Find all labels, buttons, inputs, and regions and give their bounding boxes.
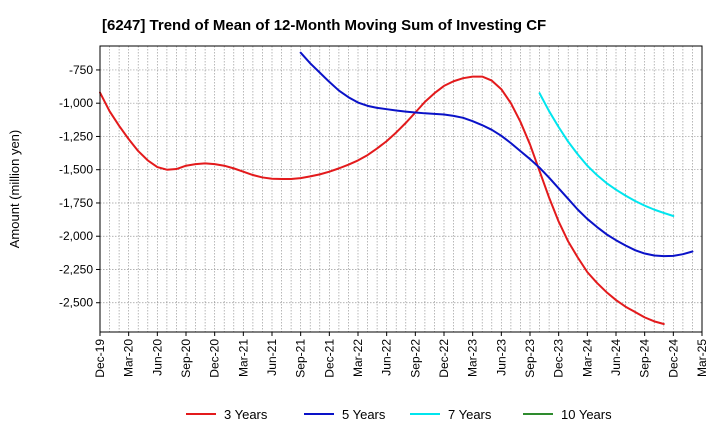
series-lines (99, 51, 694, 326)
y-tick-label: -2,500 (59, 296, 93, 310)
x-tick-label: Dec-22 (437, 339, 451, 378)
chart-title: [6247] Trend of Mean of 12-Month Moving … (102, 17, 546, 34)
x-tick-label: Mar-20 (122, 339, 136, 377)
x-tick-label: Jun-23 (494, 339, 508, 376)
y-axis-label: Amount (million yen) (7, 130, 22, 249)
y-tick-label: -2,250 (59, 262, 93, 276)
x-tick-label: Mar-22 (351, 339, 365, 377)
plot-area (100, 46, 702, 332)
grid (100, 46, 702, 332)
x-tick-label: Dec-19 (93, 339, 107, 378)
x-tick-label: Mar-23 (466, 339, 480, 377)
series-line-7-years (538, 92, 675, 217)
legend-label: 5 Years (342, 407, 386, 422)
legend: 3 Years 5 Years 7 Years 10 Years (186, 407, 612, 422)
y-tick-label: -1,000 (59, 96, 93, 110)
legend-label: 7 Years (448, 407, 492, 422)
x-tick-label: Jun-22 (380, 339, 394, 376)
y-tick-label: -2,000 (59, 229, 93, 243)
x-tick-label: Mar-25 (695, 339, 709, 377)
y-tick-label: -1,750 (59, 196, 93, 210)
plot-border (99, 45, 703, 333)
x-tick-label: Sep-24 (638, 339, 652, 378)
y-tick-label: -1,500 (59, 163, 93, 177)
series-line-3-years (99, 75, 665, 326)
x-tick-label: Dec-21 (322, 339, 336, 378)
legend-label: 10 Years (561, 407, 612, 422)
x-tick-label: Dec-23 (552, 339, 566, 378)
y-tick-label: -750 (69, 63, 93, 77)
x-axis: Dec-19 Mar-20 Jun-20 Sep-20 Dec-20 Mar-21 Jun-… (93, 332, 709, 378)
x-tick-label: Dec-24 (666, 339, 680, 378)
x-tick-label: Jun-24 (609, 339, 623, 376)
y-axis: -750 -1,000 -1,250 -1,500 -1,750 -2,000 -2,250… (59, 63, 100, 310)
x-tick-label: Sep-23 (523, 339, 537, 378)
x-tick-label: Mar-21 (236, 339, 250, 377)
series-line-5-years (299, 51, 694, 258)
legend-label: 3 Years (224, 407, 268, 422)
y-tick-label: -1,250 (59, 129, 93, 143)
x-tick-label: Dec-20 (208, 339, 222, 378)
x-tick-label: Jun-21 (265, 339, 279, 376)
x-tick-label: Mar-24 (580, 339, 594, 377)
x-tick-label: Sep-22 (408, 339, 422, 378)
x-tick-label: Sep-21 (294, 339, 308, 378)
x-tick-label: Sep-20 (179, 339, 193, 378)
x-tick-label: Jun-20 (150, 339, 164, 376)
